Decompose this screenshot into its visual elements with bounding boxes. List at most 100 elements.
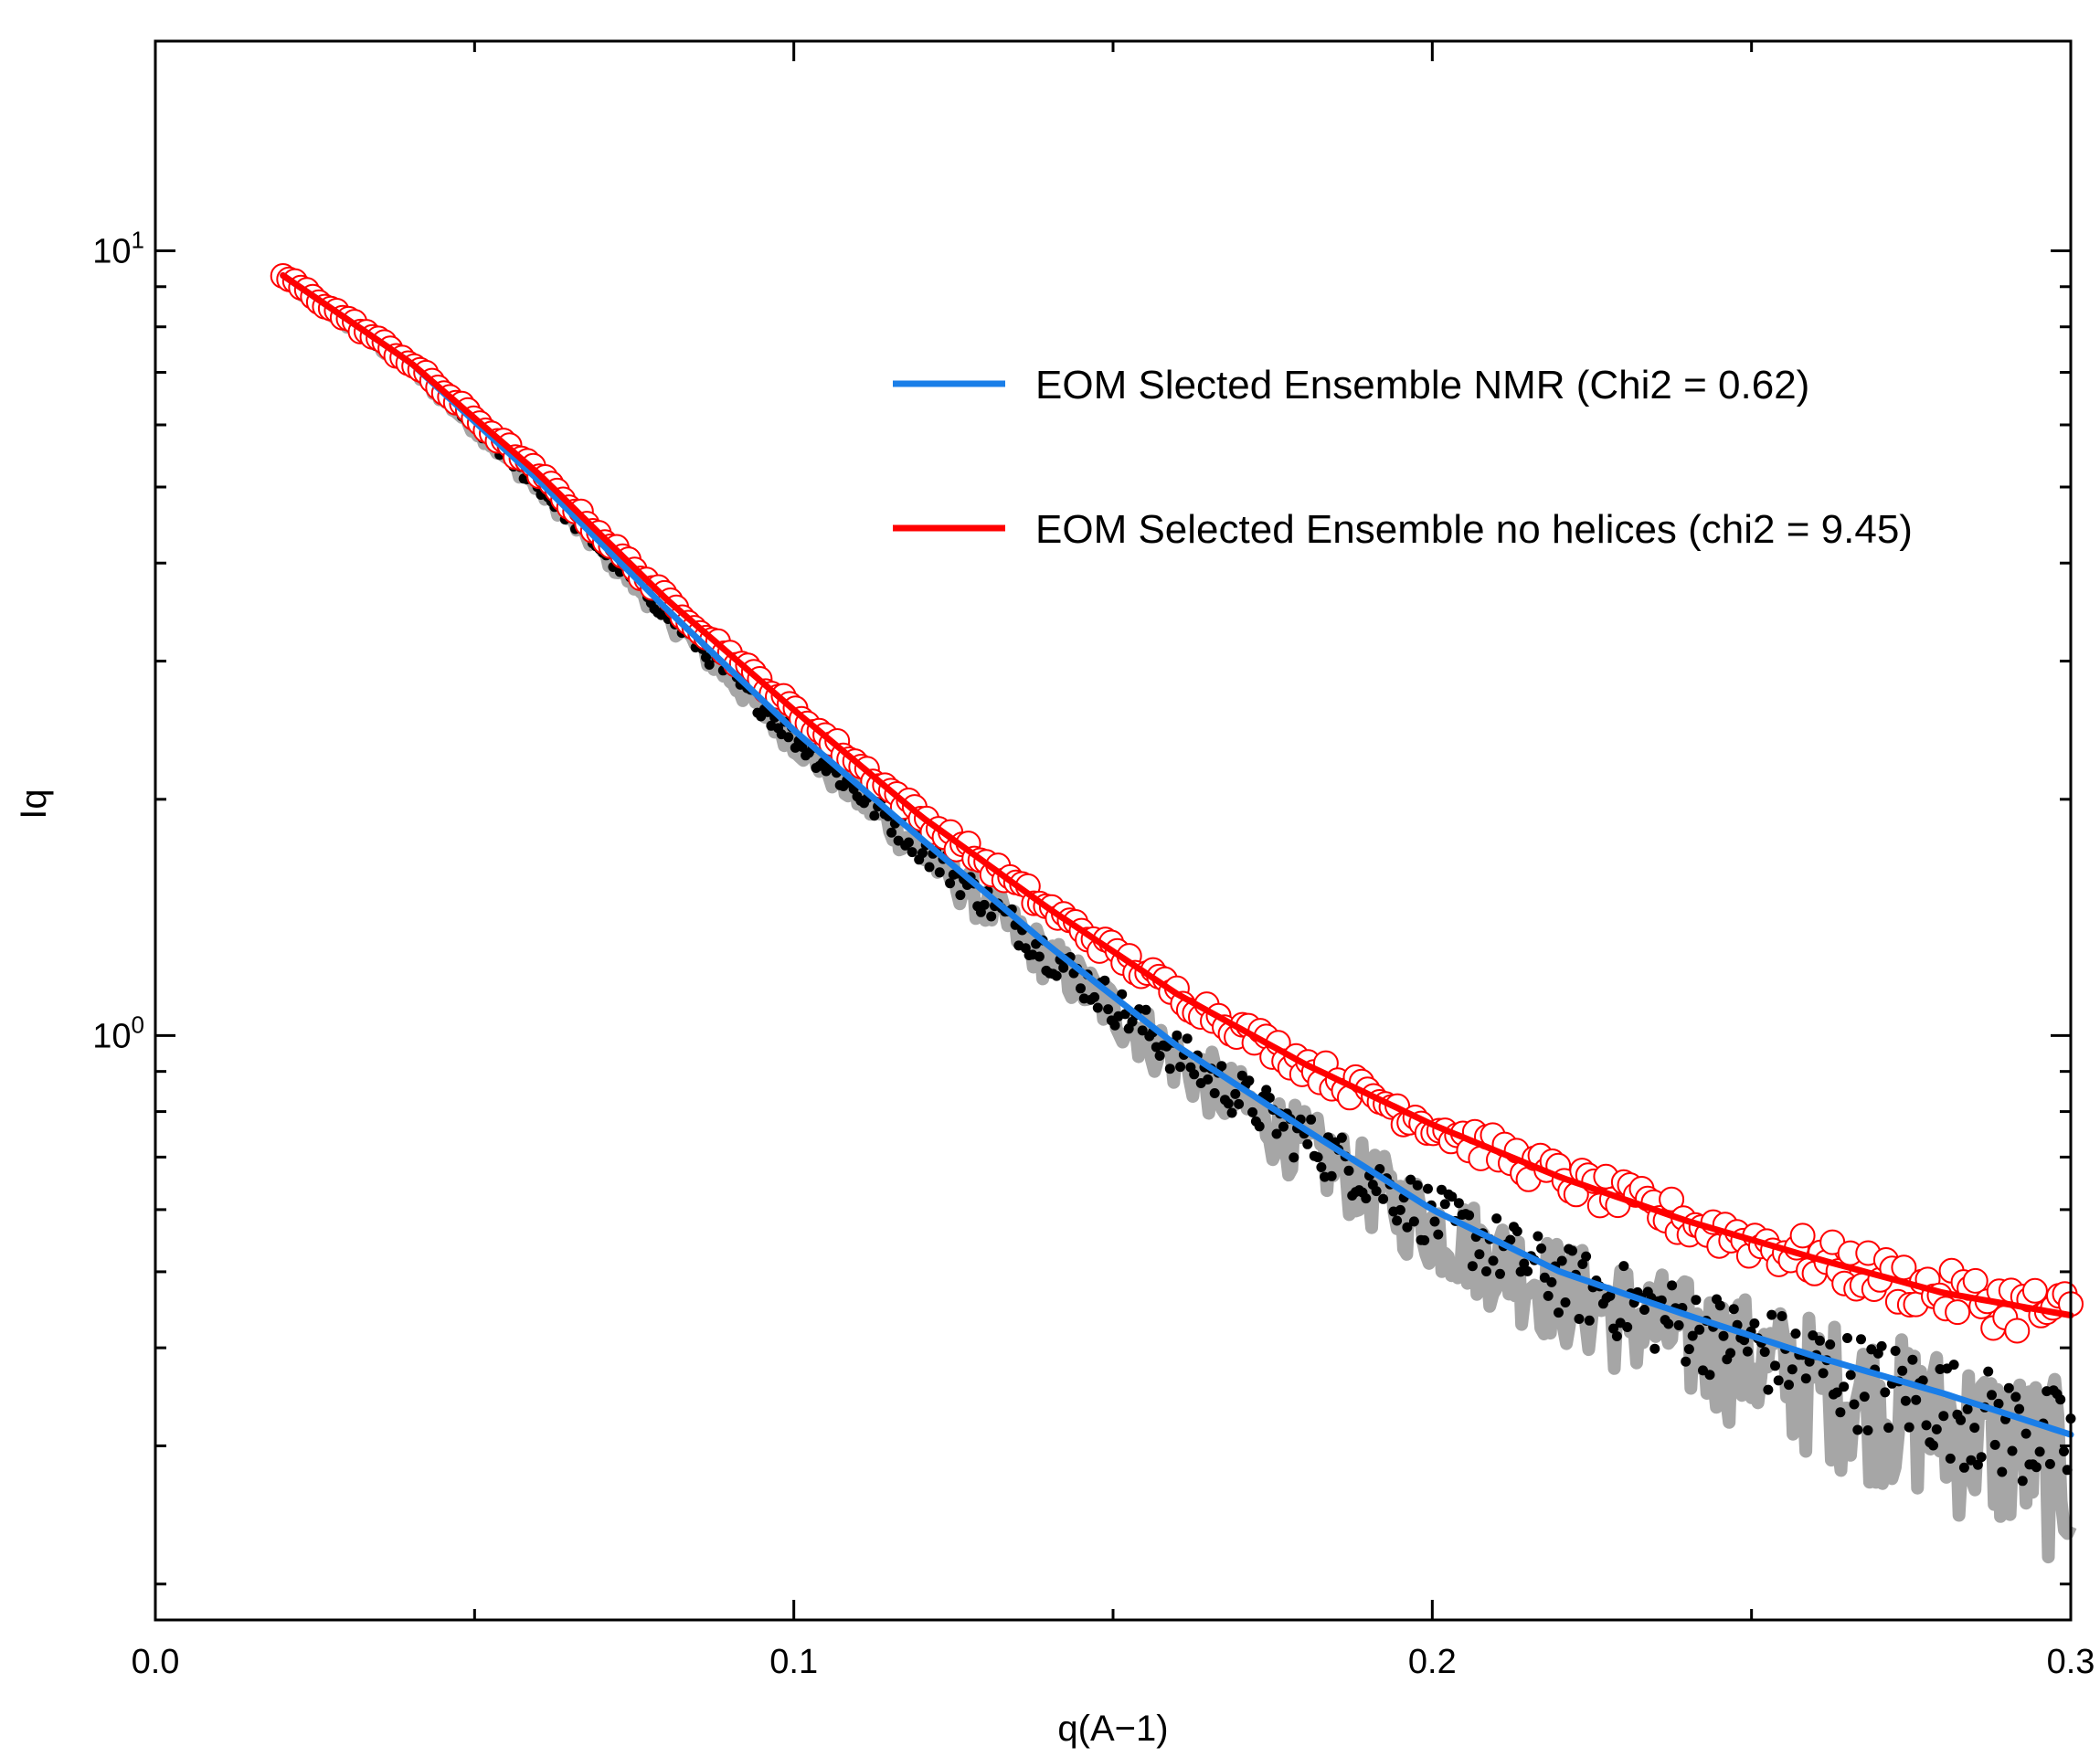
data-point: [1687, 1330, 1698, 1341]
data-point: [797, 742, 808, 752]
legend-label: EOM Selected Ensemble no helices (chi2 =…: [1035, 507, 1913, 552]
data-point: [2014, 1403, 2025, 1414]
data-point: [1897, 1365, 1908, 1376]
data-point: [1989, 1439, 2000, 1450]
data-point: [1412, 1180, 1423, 1191]
data-point: [1605, 1290, 1616, 1301]
data-point: [1694, 1324, 1705, 1335]
data-point: [1140, 1004, 1151, 1015]
data-point: [1103, 1004, 1114, 1015]
data-point: [1343, 1165, 1354, 1176]
data-point: [1859, 1392, 1870, 1402]
data-point: [1759, 1347, 1770, 1358]
data-point: [1481, 1266, 1491, 1276]
data-point: [1883, 1423, 1894, 1434]
data-point: [1306, 1114, 1317, 1125]
data-point: [1917, 1375, 1928, 1386]
data-point: [1584, 1315, 1595, 1326]
data-point: [1495, 1268, 1505, 1279]
data-point: [1395, 1204, 1405, 1215]
data-point: [1164, 1064, 1175, 1074]
data-point: [1289, 1152, 1299, 1163]
fit-circle-marker: [2021, 1277, 2048, 1304]
data-point: [1800, 1373, 1811, 1384]
data-point: [1447, 1191, 1458, 1202]
data-point: [1264, 1093, 1275, 1103]
data-point: [1725, 1348, 1736, 1359]
data-point: [1856, 1334, 1866, 1345]
data-point: [1852, 1424, 1863, 1435]
data-point: [1691, 1295, 1702, 1306]
data-point: [924, 862, 935, 873]
y-tick-label: 101: [92, 226, 144, 270]
data-point: [1718, 1330, 1729, 1341]
fit-lines-layer: [280, 272, 2074, 1438]
data-point: [1931, 1424, 1942, 1434]
data-point: [1862, 1425, 1873, 1435]
data-point: [1663, 1318, 1674, 1329]
data-point: [1763, 1384, 1774, 1395]
data-point: [1405, 1174, 1416, 1185]
data-point: [2059, 1446, 2069, 1456]
data-point: [1234, 1098, 1245, 1109]
data-point: [1825, 1339, 1836, 1350]
data-point: [1969, 1423, 1980, 1434]
data-point: [1137, 1025, 1148, 1036]
data-point: [1092, 1002, 1103, 1013]
data-point: [955, 890, 966, 901]
data-point: [1618, 1261, 1629, 1272]
series-line-nmr: [280, 272, 2074, 1438]
data-point: [1536, 1243, 1547, 1254]
data-point: [1189, 1069, 1200, 1080]
y-tick-exponent: 0: [132, 1011, 144, 1038]
data-point: [1904, 1422, 1914, 1433]
y-tick-label: 100: [92, 1011, 144, 1055]
data-point: [886, 827, 897, 838]
data-point: [1261, 1085, 1272, 1095]
data-point: [1808, 1330, 1819, 1341]
y-axis-title: Iq: [14, 789, 54, 819]
data-point: [1997, 1466, 2008, 1477]
data-point: [1419, 1235, 1430, 1245]
data-point: [1546, 1276, 1557, 1287]
data-point: [1099, 975, 1110, 986]
data-point: [1175, 1062, 1186, 1073]
data-point: [1226, 1107, 1237, 1118]
data-point: [1962, 1403, 1973, 1414]
data-point: [1993, 1398, 2004, 1409]
data-point: [1378, 1193, 1389, 1204]
data-point: [1749, 1318, 1760, 1328]
fit-circle-marker: [1945, 1299, 1971, 1326]
data-point: [2020, 1428, 2031, 1439]
data-point: [1089, 991, 1100, 1002]
data-point: [1408, 1216, 1419, 1227]
data-point: [1673, 1320, 1684, 1330]
data-point: [1511, 1226, 1522, 1237]
data-point: [1464, 1210, 1475, 1221]
data-point: [1787, 1364, 1798, 1375]
data-point: [2055, 1394, 2066, 1405]
data-point: [1880, 1387, 1891, 1398]
y-tick-base: 10: [92, 1017, 131, 1055]
data-point: [917, 848, 928, 859]
data-point: [934, 867, 945, 878]
data-point: [1076, 983, 1086, 994]
legend-label: EOM Slected Ensemble NMR (Chi2 = 0.62): [1035, 363, 1809, 407]
data-point: [1254, 1121, 1265, 1132]
data-point: [986, 911, 997, 922]
y-tick-base: 10: [92, 232, 131, 270]
data-point: [1976, 1452, 1987, 1463]
data-point: [1109, 1020, 1120, 1031]
data-point: [1371, 1186, 1382, 1197]
data-point: [2017, 1476, 2028, 1487]
data-point: [1209, 1088, 1220, 1098]
data-point: [1230, 1088, 1241, 1099]
data-point: [1453, 1198, 1464, 1209]
data-point: [2007, 1445, 2018, 1456]
data-point: [1845, 1370, 1856, 1381]
data-point: [1987, 1390, 1997, 1401]
data-point: [1216, 1061, 1227, 1072]
x-tick-label: 0.2: [1408, 1643, 1457, 1681]
data-point: [1560, 1297, 1571, 1307]
data-point: [1804, 1356, 1815, 1367]
